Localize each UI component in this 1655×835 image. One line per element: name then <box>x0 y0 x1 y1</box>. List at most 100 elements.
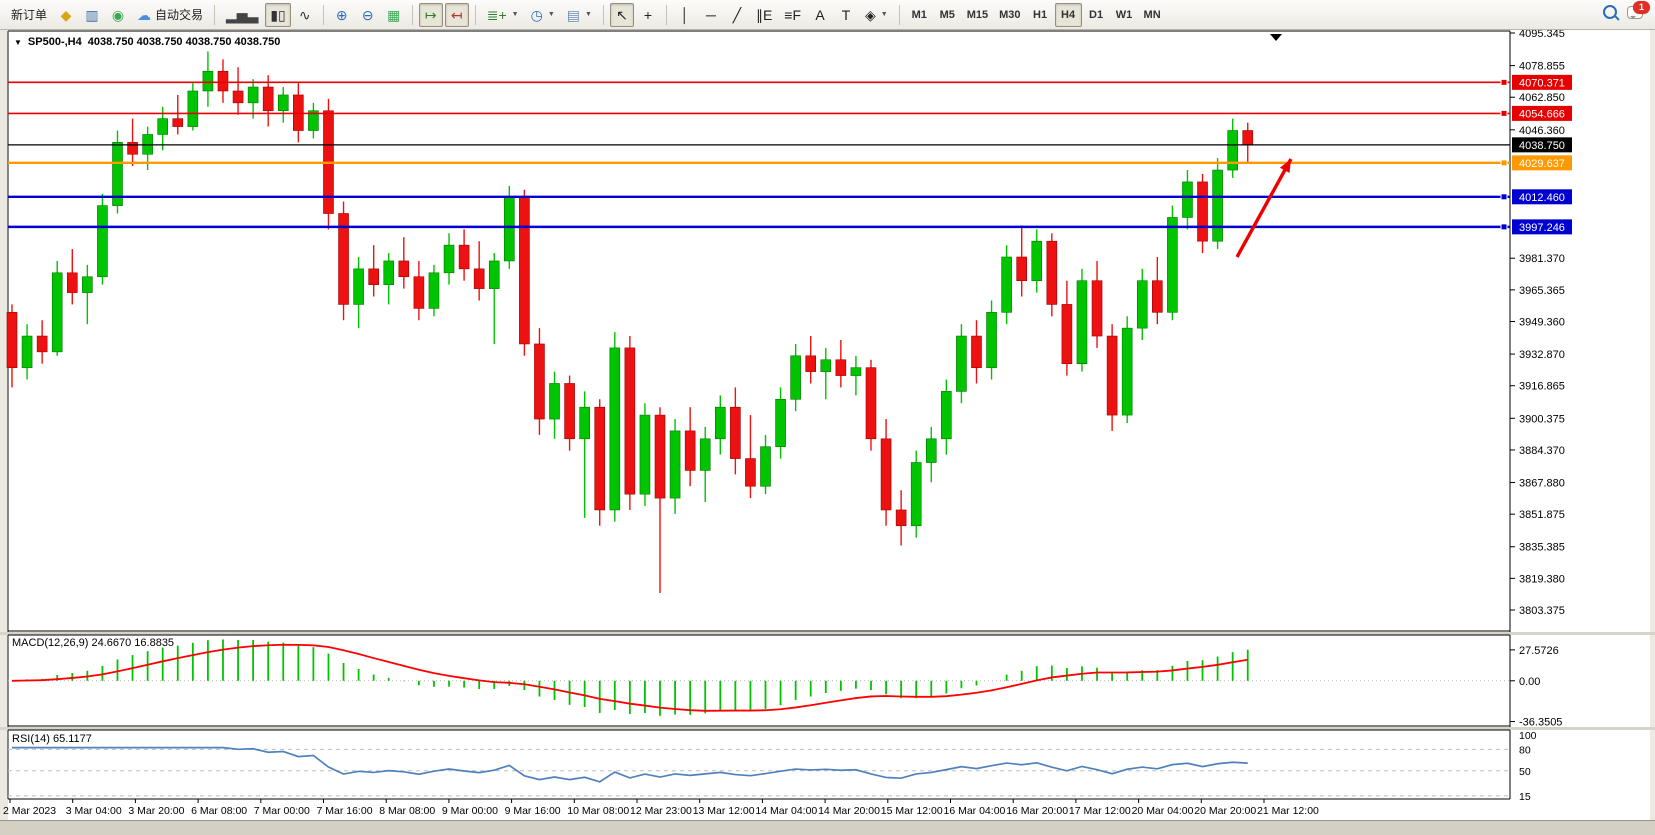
vertical-line-icon[interactable]: │ <box>673 3 697 27</box>
time-axis-label: 7 Mar 00:00 <box>254 805 310 817</box>
time-axis-label: 15 Mar 12:00 <box>881 805 943 817</box>
candle-body <box>549 383 560 420</box>
trend-arrow-annotation[interactable] <box>1235 158 1293 258</box>
trendline-icon[interactable]: ╱ <box>725 3 749 27</box>
line-anchor-handle[interactable] <box>1500 223 1508 231</box>
line-anchor-handle[interactable] <box>1500 193 1508 201</box>
crosshair-icon[interactable]: + <box>636 3 660 27</box>
line-anchor-handle[interactable] <box>1500 78 1508 86</box>
periods-clock-icon[interactable]: ◷ ▼ <box>526 3 560 27</box>
timeframe-w1-button[interactable]: W1 <box>1111 3 1138 27</box>
price-tag[interactable] <box>1512 137 1572 153</box>
timeframe-m30-button[interactable]: M30 <box>994 3 1025 27</box>
navigator-icon[interactable]: ◉ <box>106 3 130 27</box>
crosshair-icon: + <box>643 6 653 23</box>
candle-body <box>941 391 952 440</box>
chart-window[interactable]: 4095.345 4078.855 4062.850 4046.360 3981.370… <box>0 30 1655 820</box>
toolbar-right-group: 1 <box>1603 0 1650 24</box>
new-order-button[interactable]: 新订单 <box>6 3 52 27</box>
candle-body <box>202 70 214 92</box>
chart-shift-marker[interactable] <box>1270 34 1282 41</box>
collapse-triangle-icon[interactable]: ▼ <box>14 37 22 47</box>
candle-body <box>624 347 636 495</box>
fibonacci-icon[interactable]: ≡F <box>779 3 806 27</box>
tile-windows-icon[interactable]: ▦ <box>382 3 406 27</box>
search-icon[interactable] <box>1603 5 1617 24</box>
candle-body <box>519 197 530 345</box>
horizontal-line-icon: ─ <box>705 6 716 23</box>
dropdown-arrow-icon[interactable]: ▼ <box>585 11 592 18</box>
candle-body <box>232 90 244 104</box>
arrows-icon: ◈ <box>865 6 876 23</box>
price-tag[interactable] <box>1512 189 1572 205</box>
candle-body <box>760 446 771 487</box>
timeframe-m5-button[interactable]: M5 <box>934 3 961 27</box>
candle-body <box>684 430 696 471</box>
auto-scroll-icon: ↦ <box>424 6 437 23</box>
text-icon[interactable]: A <box>808 3 832 27</box>
candle-body <box>1001 256 1012 313</box>
fibonacci-icon: ≡F <box>784 6 802 23</box>
candle-body <box>1182 181 1193 218</box>
price-tag[interactable] <box>1512 105 1572 121</box>
candle-body <box>82 276 93 293</box>
dropdown-arrow-icon[interactable]: ▼ <box>880 11 888 18</box>
auto-scroll-icon[interactable]: ↦ <box>418 2 443 27</box>
candle-body <box>745 458 756 487</box>
data-window-icon[interactable]: ◆ <box>54 3 78 27</box>
dropdown-arrow-icon[interactable]: ▼ <box>511 11 519 18</box>
rsi-indicator-label: RSI(14) 65.1177 <box>12 733 92 745</box>
chart-shift-icon: ↤ <box>450 6 463 23</box>
arrows-icon[interactable]: ◈ ▼ <box>860 3 893 27</box>
price-tick-label: 3867.880 <box>1519 478 1565 490</box>
candle-body <box>488 260 500 289</box>
text-label-icon[interactable]: T <box>834 3 858 27</box>
price-tick-label: 4078.855 <box>1519 61 1565 73</box>
candle-body <box>398 260 410 278</box>
dropdown-arrow-icon[interactable]: ▼ <box>547 11 555 18</box>
chart-canvas[interactable]: 4095.345 4078.855 4062.850 4046.360 3981.370… <box>0 30 1655 820</box>
bar-chart-icon[interactable]: ▂▅▃ <box>221 3 263 27</box>
time-axis-label: 20 Mar 04:00 <box>1132 805 1194 817</box>
candle-body <box>413 276 425 309</box>
candle-body <box>986 312 997 368</box>
candle-body <box>820 359 832 372</box>
toolbar-separator <box>665 4 667 25</box>
candle-body <box>805 355 817 372</box>
timeframe-m1-button[interactable]: M1 <box>906 3 933 27</box>
zoom-in-icon[interactable]: ⊕ <box>330 3 354 27</box>
timeframe-d1-button[interactable]: D1 <box>1083 3 1110 27</box>
equidistant-channel-icon[interactable]: ∥E <box>751 3 777 27</box>
zoom-out-icon[interactable]: ⊖ <box>356 3 380 27</box>
market-watch-icon[interactable]: ▥ <box>80 3 104 27</box>
chat-icon[interactable]: 1 <box>1627 0 1650 24</box>
chart-shift-icon[interactable]: ↤ <box>444 2 469 27</box>
timeframe-h1-button[interactable]: H1 <box>1027 3 1054 27</box>
timeframe-h4-button[interactable]: H4 <box>1054 2 1082 27</box>
price-tag[interactable] <box>1512 219 1572 235</box>
indicators-add-icon[interactable]: ≣+ ▼ <box>482 3 524 27</box>
autotrade-button[interactable]: ☁ 自动交易 <box>132 3 208 27</box>
timeframe-m15-button[interactable]: M15 <box>962 3 993 27</box>
candle-body <box>895 509 907 527</box>
vertical-line-icon: │ <box>680 6 690 23</box>
candlestick-chart-icon[interactable]: ▮▯ <box>265 2 291 27</box>
price-tag[interactable] <box>1512 155 1572 171</box>
line-anchor-handle[interactable] <box>1500 109 1508 117</box>
line-anchor-handle[interactable] <box>1500 159 1508 167</box>
candle-body <box>1167 217 1178 313</box>
timeframe-mn-button[interactable]: MN <box>1139 3 1166 27</box>
line-chart-icon[interactable]: ∿ <box>293 3 317 27</box>
time-axis-label: 9 Mar 00:00 <box>442 805 498 817</box>
candle-body <box>714 406 726 440</box>
candle-body <box>308 110 319 131</box>
price-tick-label: 3932.870 <box>1519 349 1565 361</box>
price-tag[interactable] <box>1512 74 1572 90</box>
price-tick-label: 4062.850 <box>1519 92 1565 104</box>
horizontal-line-icon[interactable]: ─ <box>699 3 723 27</box>
price-tick-label: 3916.865 <box>1519 381 1565 393</box>
candle-body <box>127 142 138 155</box>
templates-icon[interactable]: ▤ ▼ <box>562 3 597 27</box>
candle-body <box>458 244 470 270</box>
cursor-icon[interactable]: ↖ <box>609 2 634 27</box>
